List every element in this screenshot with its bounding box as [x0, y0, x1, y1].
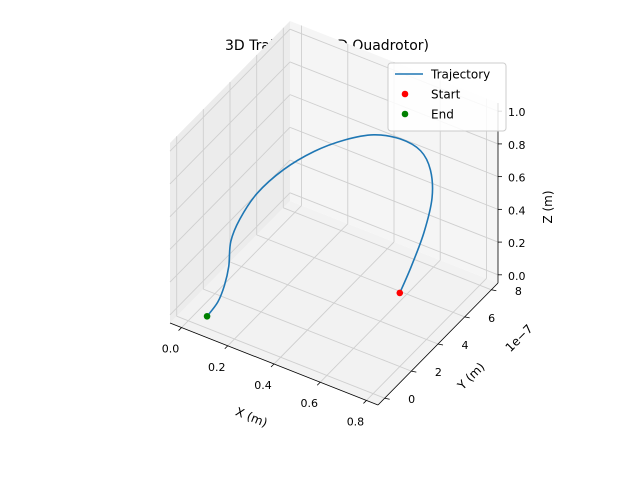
- grid-y-floor-0: [176, 315, 385, 399]
- z-tick-label-2: 0.4: [508, 204, 526, 217]
- grid-z-left-3: [169, 94, 291, 217]
- y-tick-label-4: 8: [515, 285, 522, 298]
- grid-y-floor-3: [256, 234, 465, 318]
- grid-z-back-1: [289, 159, 499, 243]
- legend-end-marker: [401, 110, 409, 118]
- x-tick-label-2: 0.4: [254, 379, 272, 392]
- legend-label-end: End: [431, 108, 454, 122]
- trajectory-line: [206, 134, 434, 317]
- grid-z-back-3: [289, 94, 499, 178]
- y-tick-mark-0: [384, 397, 390, 400]
- legend-label-start: Start: [431, 88, 461, 102]
- y-tick-mark-3: [464, 316, 470, 319]
- trajectory-series: [203, 134, 434, 320]
- z-tick-label-0: 0.0: [508, 270, 526, 283]
- x-axis-label: X (m): [234, 405, 270, 430]
- y-tick-mark-1: [411, 370, 417, 373]
- grid-y-floor-2: [229, 261, 439, 345]
- y-offset-label: 1e−7: [503, 322, 536, 355]
- z-tick-label-1: 0.2: [508, 237, 526, 250]
- x-tick-label-4: 0.8: [347, 415, 365, 428]
- y-axis-label: Y (m): [454, 360, 487, 393]
- y-tick-mark-2: [437, 343, 444, 346]
- legend-box: [387, 62, 507, 132]
- y-tick-label-0: 0: [408, 393, 415, 406]
- legend: Trajectory Start End: [387, 62, 507, 132]
- y-tick-label-3: 6: [488, 312, 495, 325]
- end-point: [203, 312, 211, 320]
- grid-y-floor-1: [203, 288, 412, 372]
- grid-z-back-2: [289, 126, 499, 210]
- start-point: [396, 289, 404, 297]
- x-tick-label-1: 0.2: [208, 361, 226, 374]
- grid-z-back-0: [289, 192, 499, 276]
- y-tick-label-2: 4: [462, 339, 469, 352]
- axis-lines: [169, 103, 502, 406]
- legend-label-line: Trajectory: [430, 68, 490, 82]
- z-tick-label-5: 1.0: [508, 106, 526, 119]
- grid-z-left-4: [169, 61, 291, 185]
- x-tick-mark-1: [224, 345, 229, 350]
- x-tick-label-3: 0.6: [300, 397, 318, 410]
- legend-start-marker: [401, 90, 409, 98]
- grid-y-floor-4: [283, 207, 492, 291]
- z-tick-label-4: 0.8: [508, 139, 526, 152]
- z-axis-label: Z (m): [541, 190, 555, 223]
- y-tick-mark-4: [491, 289, 497, 292]
- grid-z-left-5: [169, 28, 291, 152]
- x-tick-mark-2: [270, 363, 275, 368]
- grid-z-left-2: [169, 127, 291, 250]
- z-tick-label-3: 0.6: [508, 172, 526, 185]
- x-tick-mark-0: [178, 327, 182, 331]
- x-tick-mark-3: [316, 381, 321, 386]
- x-tick-label-0: 0.0: [162, 343, 180, 356]
- x-tick-mark-4: [363, 400, 367, 404]
- y-tick-label-1: 2: [435, 366, 442, 379]
